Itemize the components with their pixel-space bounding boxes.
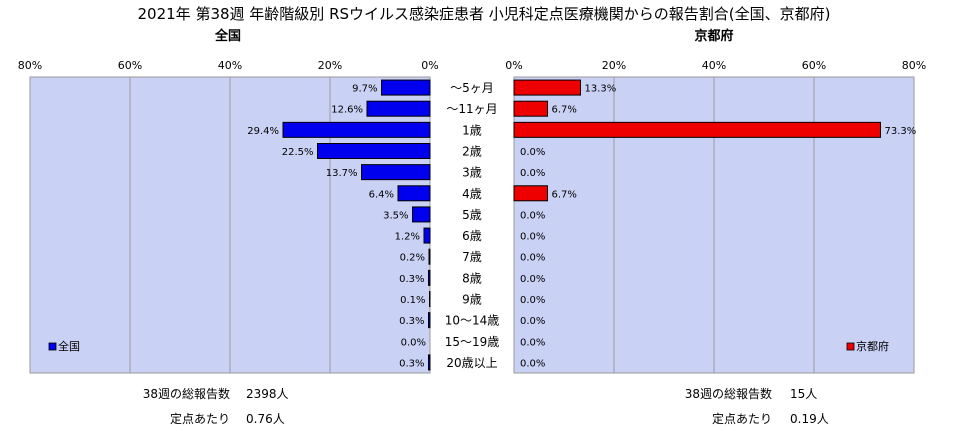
tick-label-right: 20%: [602, 59, 626, 72]
bar-left: [428, 248, 431, 265]
bar-left: [282, 121, 431, 138]
footer-left-per-label: 定点あたり: [170, 411, 230, 426]
data-label-left: 0.1%: [400, 295, 425, 306]
category-label: 3歳: [462, 166, 482, 180]
axis-ticks: 80% 60% 40% 20% 0% 0% 20% 40% 60% 80%: [18, 59, 926, 72]
data-label-right: 6.7%: [552, 189, 577, 200]
category-label: ～11ヶ月: [446, 102, 497, 116]
data-label-right: 13.3%: [585, 84, 617, 95]
tick-label-right: 40%: [702, 59, 726, 72]
footer-left: 38週の総報告数 2398人 定点あたり 0.76人: [143, 386, 289, 426]
footer-right-total-value: 15人: [790, 387, 817, 401]
bar-left: [366, 100, 431, 117]
footer-left-total-value: 2398人: [246, 387, 289, 401]
bar-left: [428, 354, 431, 371]
data-labels: 9.7% 13.3% 12.6% 6.7% 29.4% 73.3% 22.5% 0.0% 13.…: [247, 84, 916, 370]
category-labels: ～5ヶ月 ～11ヶ月 1歳 2歳 3歳 4歳 5歳 6歳 7歳 8歳 9歳 10～14歳 15～19歳 2…: [445, 81, 500, 370]
bar-left: [429, 291, 431, 307]
legend-left: 全国: [48, 339, 80, 353]
bar-left: [428, 312, 431, 329]
data-label-left: 29.4%: [247, 126, 279, 137]
tick-label-left: 60%: [118, 59, 142, 72]
data-label-left: 12.6%: [331, 105, 363, 116]
legend-right: 京都府: [846, 339, 889, 353]
right-panel-title: 京都府: [694, 28, 733, 44]
footer-left-per-value: 0.76人: [246, 412, 285, 426]
category-label: 15～19歳: [445, 335, 500, 349]
data-label-right: 0.0%: [520, 274, 545, 285]
data-label-left: 13.7%: [326, 168, 358, 179]
legend-right-swatch: [846, 342, 855, 351]
data-label-left: 0.0%: [401, 337, 426, 348]
footer-right: 38週の総報告数 15人 定点あたり 0.19人: [685, 386, 829, 426]
data-label-right: 0.0%: [520, 316, 545, 327]
tick-label-right: 60%: [802, 59, 826, 72]
data-label-right: 6.7%: [552, 105, 577, 116]
data-label-left: 22.5%: [282, 147, 314, 158]
data-label-right: 0.0%: [520, 253, 545, 264]
tick-label-right: 80%: [902, 59, 926, 72]
tick-label-left: 20%: [318, 59, 342, 72]
data-label-left: 0.2%: [400, 253, 425, 264]
bar-left: [428, 269, 431, 286]
category-label: 4歳: [462, 187, 482, 201]
legend-left-label: 全国: [58, 339, 80, 353]
legend-left-swatch: [48, 342, 57, 351]
tick-label-left: 0%: [421, 59, 438, 72]
bar-left: [412, 206, 431, 223]
data-label-left: 9.7%: [352, 84, 377, 95]
data-label-right: 0.0%: [520, 168, 545, 179]
category-label: 10～14歳: [445, 314, 500, 328]
tick-label-left: 40%: [218, 59, 242, 72]
tick-label-left: 80%: [18, 59, 42, 72]
category-label: 2歳: [462, 145, 482, 159]
data-label-right: 0.0%: [520, 210, 545, 221]
bar-right: [513, 121, 881, 138]
legend-right-label: 京都府: [856, 339, 889, 353]
bar-right: [513, 185, 548, 202]
data-label-right: 0.0%: [520, 295, 545, 306]
footer-left-total-label: 38週の総報告数: [143, 386, 230, 401]
category-label: 9歳: [462, 293, 482, 307]
bars: [282, 79, 881, 371]
category-label: 6歳: [462, 229, 482, 243]
category-label: ～5ヶ月: [450, 81, 494, 95]
bar-left: [317, 143, 431, 159]
data-label-left: 6.4%: [369, 189, 394, 200]
bar-left: [397, 185, 431, 202]
bar-left: [361, 164, 431, 181]
category-label: 5歳: [462, 208, 482, 222]
data-label-left: 0.3%: [399, 274, 424, 285]
category-label: 1歳: [462, 123, 482, 137]
bar-right: [513, 100, 548, 117]
data-label-left: 1.2%: [395, 232, 420, 243]
footer-right-total-label: 38週の総報告数: [685, 386, 772, 401]
chart-title: 2021年 第38週 年齢階級別 RSウイルス感染症患者 小児科定点医療機関から…: [138, 5, 831, 23]
footer-right-per-label: 定点あたり: [712, 411, 772, 426]
left-panel-title: 全国: [214, 28, 241, 44]
data-label-right: 0.0%: [520, 358, 545, 369]
bar-left: [381, 79, 431, 96]
category-label: 8歳: [462, 271, 482, 285]
category-label: 7歳: [462, 250, 482, 264]
data-label-right: 0.0%: [520, 147, 545, 158]
tick-label-right: 0%: [505, 59, 522, 72]
data-label-right: 0.0%: [520, 337, 545, 348]
footer-right-per-value: 0.19人: [790, 412, 829, 426]
data-label-right: 73.3%: [885, 126, 917, 137]
bar-right: [513, 79, 581, 96]
bar-left: [423, 227, 431, 244]
data-label-left: 0.3%: [399, 316, 424, 327]
category-label: 20歳以上: [446, 356, 497, 370]
data-label-right: 0.0%: [520, 232, 545, 243]
data-label-left: 3.5%: [383, 210, 408, 221]
data-label-left: 0.3%: [399, 358, 424, 369]
